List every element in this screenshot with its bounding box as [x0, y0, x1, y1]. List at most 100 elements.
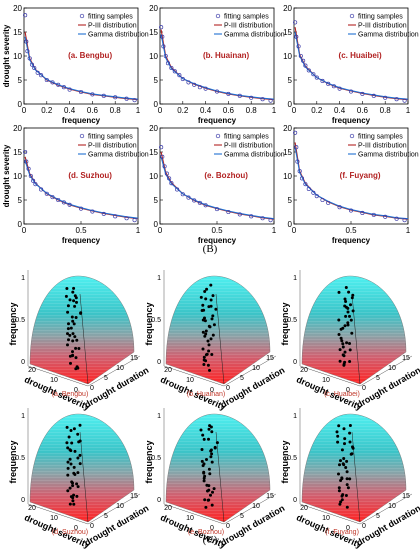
sample-point [113, 95, 118, 100]
sample-point [209, 337, 213, 341]
sample-point [132, 98, 137, 103]
sample-point [294, 145, 299, 150]
sample-point [180, 76, 185, 82]
sample-point [202, 437, 206, 441]
legend-label-p3: P-III distribution [224, 143, 273, 150]
sample-point [201, 330, 205, 334]
sample-point [360, 210, 365, 216]
sample-point [67, 87, 72, 92]
z-axis-label: frequency [280, 440, 290, 483]
x-tick-label: 10 [50, 515, 58, 522]
sample-point [24, 159, 29, 164]
sample-point [348, 424, 352, 427]
sample-point [66, 460, 70, 464]
x-tick-label: 0 [158, 106, 163, 115]
sample-point [200, 459, 204, 463]
legend-label-samples: fitting samples [88, 14, 133, 21]
sample-point [337, 318, 341, 322]
sample-point [340, 339, 344, 343]
sample-point [301, 58, 306, 63]
y-tick-label: 20 [13, 4, 22, 13]
y-tick-label: 0 [154, 220, 159, 229]
sample-point [268, 218, 273, 223]
sample-point [65, 425, 69, 429]
legend-label-gamma: Gamma distribution [88, 32, 149, 39]
sample-point [204, 332, 208, 336]
y-tick-label: 10 [13, 52, 22, 61]
sample-point [339, 500, 343, 504]
y-tick-label: 0 [154, 100, 159, 109]
y-tick-label: 0 [288, 220, 293, 229]
sample-point [207, 488, 211, 492]
sample-point [78, 462, 82, 466]
sample-point [209, 283, 213, 287]
legend-label-samples: fitting samples [88, 134, 133, 141]
sample-point [311, 190, 316, 195]
x-tick-label: 10 [186, 515, 194, 522]
legend-label-p3: P-III distribution [358, 23, 407, 30]
sample-point [90, 209, 95, 214]
sample-point [65, 441, 69, 445]
sample-point [71, 332, 75, 336]
y-tick-label: 5 [154, 76, 159, 85]
sample-point [72, 502, 76, 506]
sample-point [336, 434, 340, 438]
y-axis-line [359, 493, 413, 525]
x-tick-label: 0.2 [177, 106, 189, 115]
site-label: (d. Suzhou) [52, 529, 88, 536]
sample-point [71, 496, 75, 500]
sample-point [208, 368, 211, 372]
sample-point [71, 290, 75, 294]
x-tick-label: 20 [164, 367, 172, 374]
sample-point [237, 93, 242, 98]
sample-point [209, 493, 212, 497]
y-tick-label: 10 [13, 172, 22, 181]
sample-point [348, 314, 351, 318]
sample-point [69, 462, 73, 466]
y-tick-label: 5 [288, 196, 293, 205]
sample-point [69, 429, 73, 432]
sample-point [337, 205, 342, 210]
x-tick-label: 0 [292, 106, 297, 115]
y-tick-label: 20 [13, 124, 22, 133]
sample-point [344, 494, 348, 497]
sample-point [336, 440, 340, 444]
sample-point [346, 306, 350, 310]
sample-point [210, 430, 214, 434]
sample-point [75, 300, 78, 304]
sample-point [73, 304, 77, 308]
sample-point [124, 96, 129, 101]
chart-panel: 0 5 10 15 20 0 0.5 1 frequency fitting samples P-I… [149, 124, 285, 245]
sample-point [349, 452, 353, 456]
z-tick-label: 0.5 [15, 317, 25, 324]
z-tick-label: 0 [21, 497, 25, 504]
sample-point [31, 178, 36, 183]
sample-point [226, 91, 231, 96]
x-tick-label: 0.5 [211, 226, 223, 235]
y-tick-label: 10 [116, 365, 124, 372]
sample-point [66, 343, 69, 347]
y-tick-label: 0 [362, 523, 366, 530]
sample-point [348, 348, 352, 352]
sample-point [338, 359, 342, 363]
y-tick-label: 5 [18, 76, 23, 85]
sample-point [303, 63, 308, 68]
sample-point [73, 335, 77, 339]
sample-point [165, 61, 171, 66]
y-tick-label: 10 [283, 172, 292, 181]
sample-point [23, 149, 28, 155]
x-axis-label: frequency [62, 236, 101, 245]
x-tick-label: 20 [28, 367, 36, 374]
sample-point [124, 216, 129, 221]
sample-point [50, 195, 55, 200]
sample-point [345, 470, 349, 474]
sample-point [360, 91, 365, 96]
z-tick-label: 0.5 [151, 455, 161, 462]
x-tick-label: 0.5 [345, 226, 357, 235]
z-tick-label: 0 [293, 359, 297, 366]
sample-point [67, 435, 71, 439]
sample-point [296, 44, 301, 49]
legend-label-gamma: Gamma distribution [358, 152, 419, 159]
